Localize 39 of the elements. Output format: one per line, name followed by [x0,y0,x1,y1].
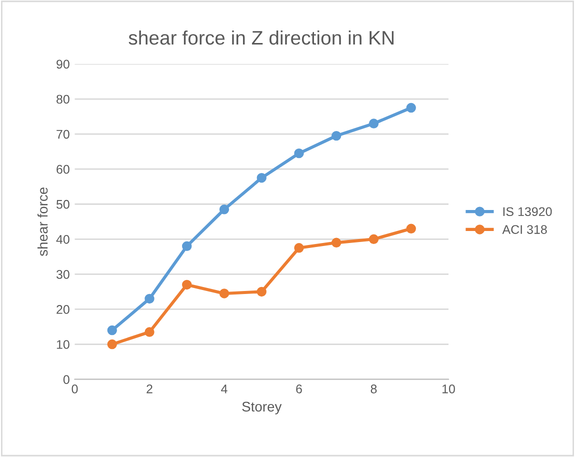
point [107,325,117,336]
x-tick-label: 8 [370,384,377,394]
y-tick-label: 0 [63,375,70,384]
point [182,241,192,252]
point [144,327,154,337]
point [332,130,342,141]
y-tick-label: 70 [56,130,70,139]
legend-label: IS 13920 [503,207,552,216]
x-tick-label: 4 [221,384,228,394]
point [107,339,117,350]
y-tick-label: 60 [56,164,70,174]
point [406,102,416,113]
point [294,243,304,253]
x-tick-label: 2 [146,384,152,394]
point [368,234,379,244]
y-tick-label: 90 [56,60,70,69]
y-tick-label: 50 [56,200,70,209]
y-tick-label: 10 [56,340,70,349]
point [219,288,230,298]
legend-label: ACI 318 [502,225,547,234]
point [294,148,304,158]
y-tick-label: 40 [56,234,70,244]
y-tick-label: 20 [56,305,70,314]
point [219,204,230,214]
x-axis-title: Storey [242,402,282,414]
point [332,238,342,248]
x-tick-label: 6 [296,384,302,394]
x-tick-label: 10 [442,384,455,394]
point [256,172,266,183]
x-tick-label: 0 [72,384,78,394]
point [406,224,416,234]
point [256,286,266,297]
chart-title: shear force in Z direction in KN [128,30,394,45]
y-axis-title: shear force [37,188,48,256]
point [144,294,154,304]
point [182,280,192,290]
y-tick-label: 80 [56,94,70,104]
point [368,118,379,128]
y-tick-label: 30 [56,270,70,279]
